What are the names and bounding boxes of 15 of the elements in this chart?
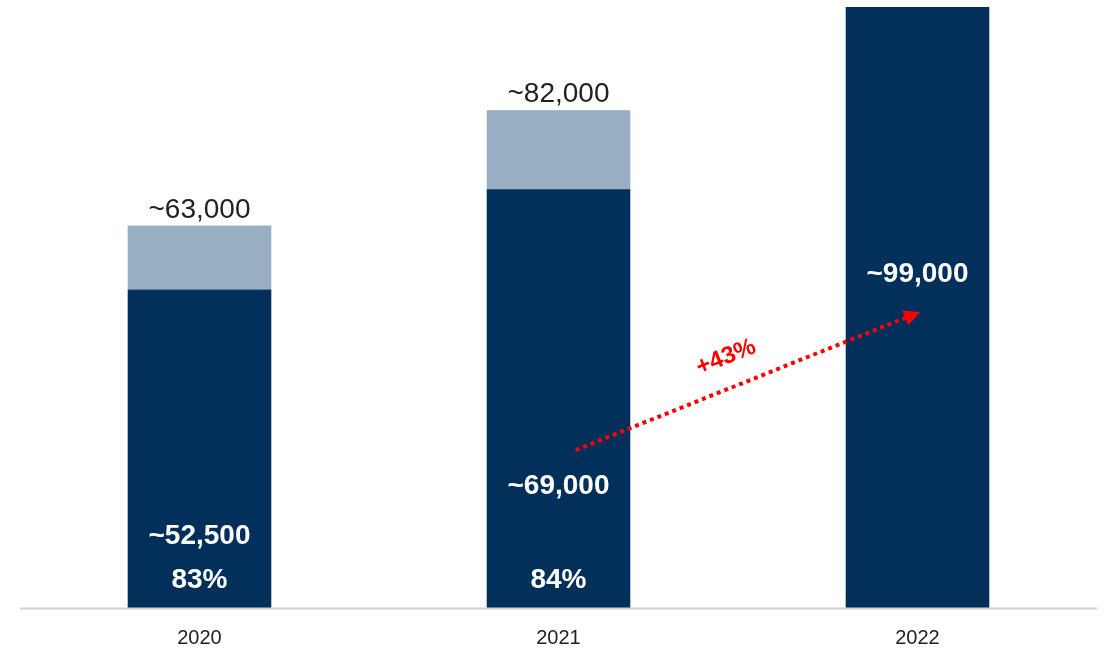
x-tick-label: 2022 <box>895 626 940 648</box>
data-label: ~99,000 <box>866 257 969 288</box>
data-label: ~69,000 <box>507 468 610 500</box>
annotation: +43% <box>691 331 760 380</box>
x-tick-label: 2020 <box>177 626 222 648</box>
bar <box>127 289 272 608</box>
bar <box>127 225 272 290</box>
total-label: ~63,000 <box>148 192 251 224</box>
x-tick-label: 2021 <box>536 626 581 648</box>
bar <box>486 110 631 190</box>
annotation: 83% <box>171 563 228 594</box>
annotation: 84% <box>530 563 587 594</box>
total-label: ~82,000 <box>507 77 610 109</box>
data-label: ~52,500 <box>148 518 251 550</box>
bar <box>486 189 631 608</box>
